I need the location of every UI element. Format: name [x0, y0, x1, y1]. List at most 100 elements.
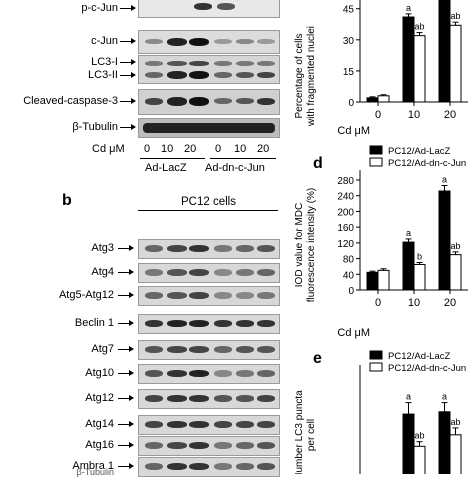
- y-tick-label: 80: [343, 255, 355, 266]
- significance-label: b: [417, 252, 422, 262]
- legend-swatch: [369, 350, 383, 360]
- blot-label: Beclin 1: [74, 317, 114, 329]
- group-divider: [210, 158, 276, 159]
- chart-e-lc3-puncta: Number LC3 puncta per cell a ab a ab PC12/Ad…: [294, 350, 466, 474]
- blot-label: Atg7: [91, 343, 114, 355]
- cd-um-label: Cd μM: [92, 143, 125, 155]
- y-tick-label: 120: [337, 239, 354, 250]
- blot-label-lc3-i: LC3-I: [91, 56, 118, 68]
- x-tick-label: 10: [408, 297, 420, 309]
- arrow-icon: [118, 420, 134, 428]
- bar: [438, 0, 451, 103]
- arrow-icon: [118, 441, 134, 449]
- panel-b-title: PC12 cells: [181, 196, 236, 208]
- blot-image: [138, 0, 280, 18]
- blot-image: [138, 263, 280, 283]
- blot-image: [138, 340, 280, 360]
- legend-swatch: [369, 145, 383, 155]
- bar: [438, 190, 451, 291]
- bar: [413, 35, 426, 103]
- bar: [402, 241, 415, 291]
- blot-image: [138, 89, 280, 115]
- panel-letter-e: e: [313, 350, 322, 367]
- chart-d-xlabel: Cd μM: [337, 327, 370, 339]
- y-tick-label: 280: [337, 176, 354, 187]
- significance-label: a: [442, 175, 447, 185]
- y-tick-label: 0: [348, 286, 354, 297]
- legend-swatch: [369, 157, 383, 167]
- x-tick-label: 20: [444, 297, 456, 309]
- x-tick-label: 20: [444, 109, 456, 121]
- chart-c-xlabel: Cd μM: [337, 125, 370, 137]
- arrow-icon: [120, 71, 136, 79]
- y-tick-label: 15: [343, 67, 355, 78]
- dose-label: 20: [257, 143, 270, 155]
- bar: [413, 263, 426, 291]
- bar: [402, 16, 415, 103]
- arrow-icon: [118, 394, 134, 402]
- bar: [377, 269, 390, 291]
- bar: [366, 271, 379, 291]
- arrow-icon: [120, 37, 136, 45]
- chart-c-fragmented-nuclei: Percentage of cells with fragmented nucl…: [294, 0, 468, 137]
- legend-label: PC12/Ad-LacZ: [388, 351, 451, 362]
- blot-label: Atg10: [85, 367, 114, 379]
- blot-label-lc3-ii: LC3-II: [88, 69, 118, 81]
- y-tick-label: 45: [343, 5, 355, 16]
- blot-label: Atg12: [85, 392, 114, 404]
- legend-label: PC12/Ad-LacZ: [388, 146, 451, 157]
- blot-label-cleaved-caspase-3: Cleaved-caspase-3: [23, 95, 118, 107]
- significance-label: ab: [450, 241, 460, 251]
- significance-label: a: [406, 228, 411, 238]
- blot-label: Ambra 1: [72, 460, 114, 472]
- dose-label: 0: [144, 143, 151, 155]
- blot-label: Atg16: [85, 439, 114, 451]
- dose-label: 10: [234, 143, 247, 155]
- blot-label-c-jun: c-Jun: [91, 35, 118, 47]
- blot-label: Atg3: [91, 242, 114, 254]
- chart-c-ylabel-line1: Percentage of cells: [294, 33, 305, 118]
- blot-image: [138, 457, 280, 477]
- arrow-icon: [118, 291, 134, 299]
- arrow-icon: [120, 58, 136, 66]
- y-tick-label: 200: [337, 207, 354, 218]
- significance-label: ab: [414, 22, 424, 32]
- blot-image: [138, 364, 280, 384]
- dose-label: 10: [161, 143, 174, 155]
- blot-label: Atg5-Atg12: [58, 289, 114, 301]
- blot-label: Atg4: [91, 266, 114, 278]
- arrow-icon: [120, 97, 136, 105]
- chart-e-ylabel-line2: per cell: [306, 419, 317, 451]
- x-tick-label: 0: [375, 297, 381, 309]
- chart-e-ylabel-line1: Number LC3 puncta: [294, 390, 305, 474]
- bar: [402, 413, 415, 474]
- chart-d-mdc-intensity: IOD value for MDC fluorescence intensity…: [294, 145, 468, 339]
- bar: [377, 95, 390, 103]
- significance-label: ab: [450, 417, 460, 427]
- arrow-icon: [118, 462, 134, 470]
- y-tick-label: 0: [348, 98, 354, 109]
- arrow-icon: [118, 345, 134, 353]
- blot-image: [138, 389, 280, 409]
- dose-label: 0: [215, 143, 222, 155]
- group-label-dn-c-jun: Ad-dn-c-Jun: [205, 162, 265, 174]
- blot-image: [138, 239, 280, 259]
- y-tick-label: 40: [343, 270, 355, 281]
- bar: [438, 411, 451, 474]
- group-divider: [140, 158, 205, 159]
- group-label-lacz: Ad-LacZ: [145, 162, 187, 174]
- dose-label: 20: [184, 143, 197, 155]
- blot-image: [138, 30, 280, 54]
- panel-letter-d: d: [313, 155, 323, 172]
- blot-label-beta-tubulin: β-Tubulin: [72, 121, 118, 133]
- blot-label-beta-tubulin-cutoff: β-Tubulin: [76, 467, 114, 477]
- x-tick-label: 0: [375, 109, 381, 121]
- blot-image: [138, 436, 280, 456]
- arrow-icon: [118, 268, 134, 276]
- panel-letter-b: b: [62, 192, 72, 209]
- arrow-icon: [118, 369, 134, 377]
- legend-swatch: [369, 362, 383, 372]
- blot-label: Atg14: [85, 418, 114, 430]
- arrow-icon: [120, 4, 136, 12]
- blot-image: [138, 415, 280, 435]
